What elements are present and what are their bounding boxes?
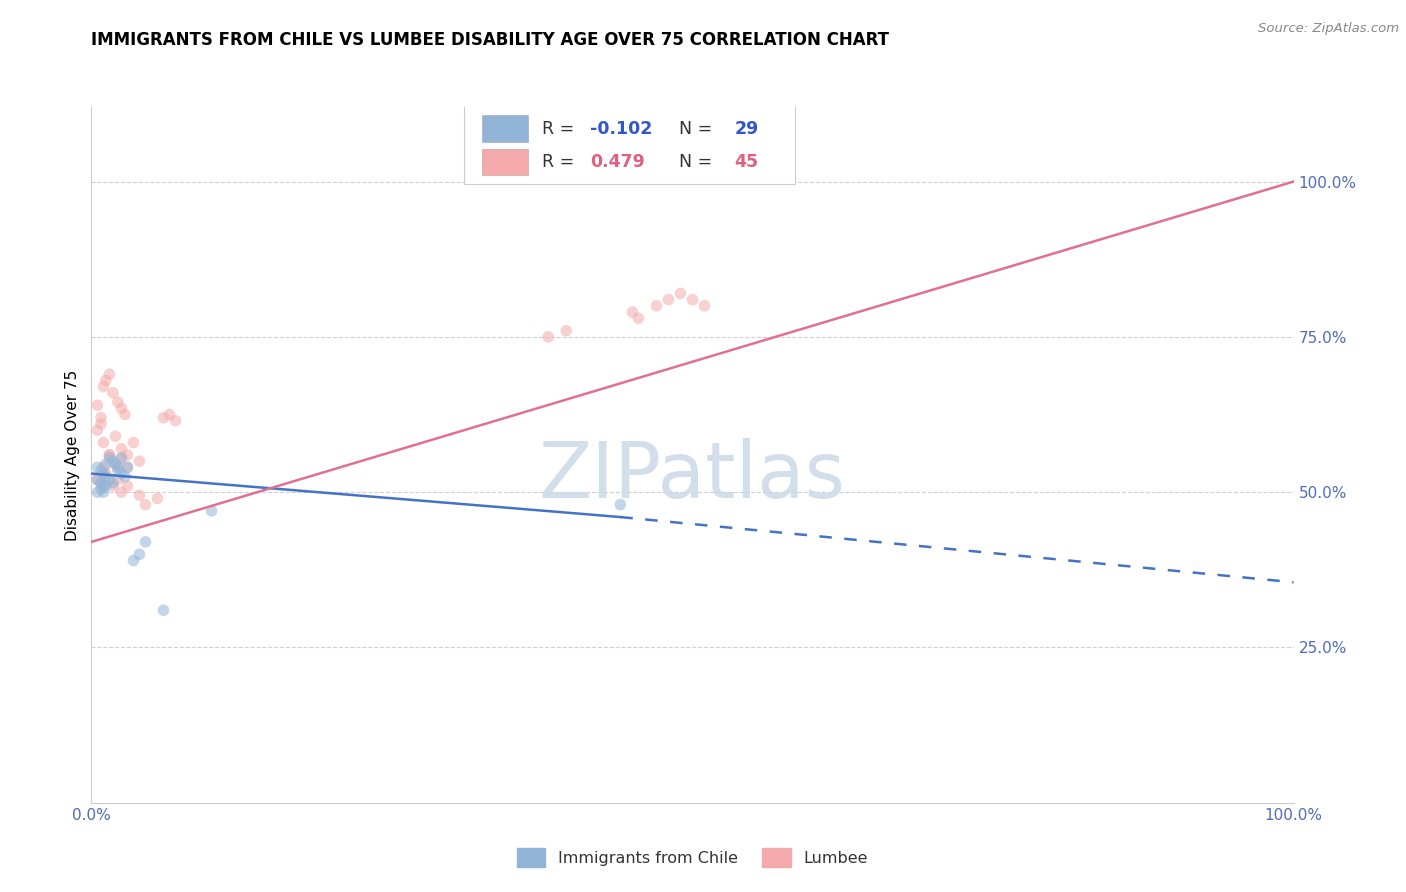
Point <box>98 448 121 462</box>
Point <box>114 469 136 483</box>
Point <box>90 475 112 490</box>
Point <box>94 457 117 471</box>
Point <box>107 473 129 487</box>
Text: -0.102: -0.102 <box>591 120 652 137</box>
Point <box>114 408 136 422</box>
Point <box>128 488 150 502</box>
Point <box>128 547 150 561</box>
Point <box>117 460 139 475</box>
Point <box>128 454 150 468</box>
Point <box>152 603 174 617</box>
Point <box>152 410 174 425</box>
Point <box>101 385 124 400</box>
Point <box>90 410 112 425</box>
Point <box>110 450 132 465</box>
Point <box>93 435 115 450</box>
Point <box>94 479 117 493</box>
Legend: Immigrants from Chile, Lumbee: Immigrants from Chile, Lumbee <box>509 840 876 875</box>
Point <box>93 379 115 393</box>
Point <box>86 473 108 487</box>
Point <box>86 423 108 437</box>
Point <box>90 417 112 431</box>
Point <box>621 305 644 319</box>
Text: R =: R = <box>543 153 579 171</box>
FancyBboxPatch shape <box>482 149 527 175</box>
Point <box>93 460 115 475</box>
Point <box>609 498 631 512</box>
Point <box>86 473 108 487</box>
Point <box>98 450 121 465</box>
Point <box>104 457 127 471</box>
Text: N =: N = <box>668 153 718 171</box>
Point <box>134 498 156 512</box>
Point <box>94 467 117 481</box>
Point <box>693 299 716 313</box>
Point <box>94 469 117 483</box>
Point <box>94 373 117 387</box>
Point <box>110 401 132 416</box>
Point <box>122 553 145 567</box>
Point <box>110 485 132 500</box>
Point <box>122 435 145 450</box>
Point <box>90 463 112 477</box>
Point <box>101 454 124 468</box>
Text: 45: 45 <box>734 153 759 171</box>
Point <box>98 367 121 381</box>
Point <box>201 504 224 518</box>
Point <box>165 414 187 428</box>
Text: 29: 29 <box>734 120 759 137</box>
Point <box>110 467 132 481</box>
Point <box>107 460 129 475</box>
Point <box>104 457 127 471</box>
Point <box>98 473 121 487</box>
Point <box>134 535 156 549</box>
Point <box>86 398 108 412</box>
Point <box>98 448 121 462</box>
Point <box>101 479 124 493</box>
Point <box>645 299 668 313</box>
Point <box>86 460 108 475</box>
Point <box>93 485 115 500</box>
Point <box>555 324 578 338</box>
Point <box>117 448 139 462</box>
Text: Source: ZipAtlas.com: Source: ZipAtlas.com <box>1258 22 1399 36</box>
Point <box>107 395 129 409</box>
Point <box>86 485 108 500</box>
Point <box>93 467 115 481</box>
Point <box>101 475 124 490</box>
Point <box>93 479 115 493</box>
Point <box>107 463 129 477</box>
Point <box>117 460 139 475</box>
Point <box>657 293 679 307</box>
Point <box>627 311 650 326</box>
Point <box>117 479 139 493</box>
Text: N =: N = <box>668 120 718 137</box>
Point <box>110 442 132 456</box>
Point <box>110 450 132 465</box>
FancyBboxPatch shape <box>482 115 527 142</box>
Text: IMMIGRANTS FROM CHILE VS LUMBEE DISABILITY AGE OVER 75 CORRELATION CHART: IMMIGRANTS FROM CHILE VS LUMBEE DISABILI… <box>91 31 890 49</box>
Point <box>159 408 181 422</box>
Y-axis label: Disability Age Over 75: Disability Age Over 75 <box>65 369 80 541</box>
Point <box>669 286 692 301</box>
Text: R =: R = <box>543 120 579 137</box>
Point <box>681 293 703 307</box>
Point <box>90 475 112 490</box>
FancyBboxPatch shape <box>464 103 794 184</box>
Text: ZIPatlas: ZIPatlas <box>538 438 846 514</box>
Point <box>146 491 169 506</box>
Point <box>537 330 560 344</box>
Point <box>90 482 112 496</box>
Text: 0.479: 0.479 <box>591 153 645 171</box>
Point <box>104 429 127 443</box>
